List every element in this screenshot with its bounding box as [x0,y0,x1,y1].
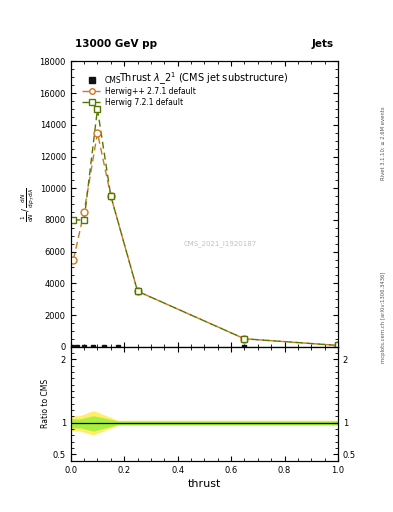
Text: CMS_2021_I1920187: CMS_2021_I1920187 [184,241,257,247]
Text: Rivet 3.1.10; ≥ 2.6M events: Rivet 3.1.10; ≥ 2.6M events [381,106,386,180]
Text: Jets: Jets [312,38,334,49]
Y-axis label: Ratio to CMS: Ratio to CMS [41,379,50,429]
Text: 13000 GeV pp: 13000 GeV pp [75,38,157,49]
Y-axis label: $\frac{1}{\mathrm{d}N}\,/\,\frac{\mathrm{d}N}{\mathrm{d}p_T\,\mathrm{d}\lambda}$: $\frac{1}{\mathrm{d}N}\,/\,\frac{\mathrm… [20,186,37,222]
Legend: CMS, Herwig++ 2.7.1 default, Herwig 7.2.1 default: CMS, Herwig++ 2.7.1 default, Herwig 7.2.… [80,74,198,109]
X-axis label: thrust: thrust [188,479,221,489]
Text: Thrust $\lambda\_2^1$ (CMS jet substructure): Thrust $\lambda\_2^1$ (CMS jet substruct… [119,70,289,87]
Text: mcplots.cern.ch [arXiv:1306.3436]: mcplots.cern.ch [arXiv:1306.3436] [381,272,386,363]
